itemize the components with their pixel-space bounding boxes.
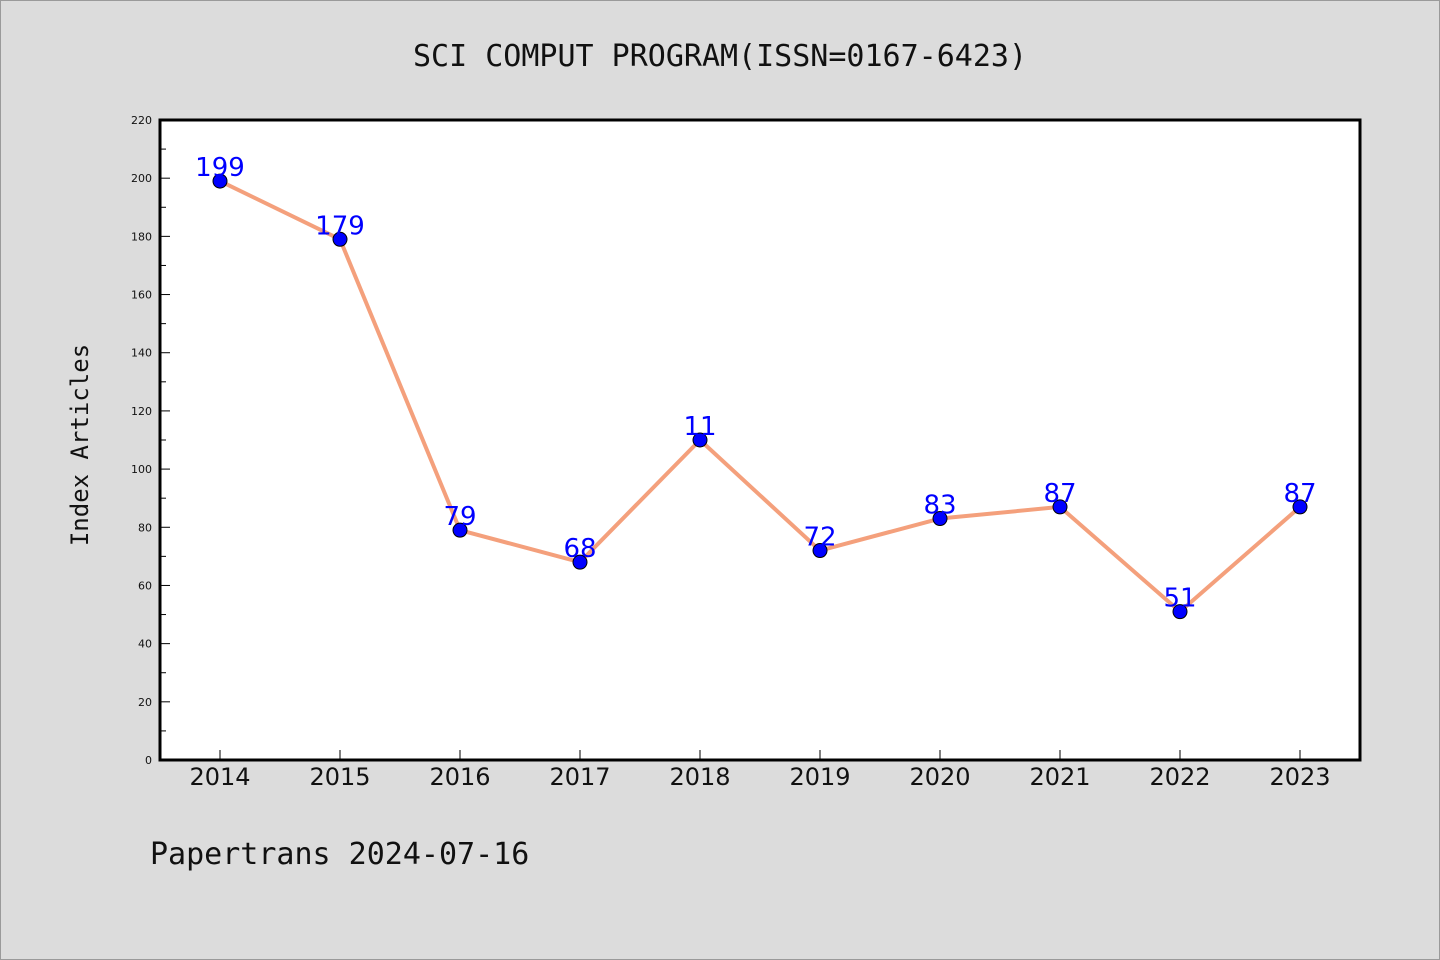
x-tick-label: 2020 [909, 763, 970, 791]
data-label-2023: 87 [1283, 479, 1316, 509]
plot-area [158, 118, 1362, 762]
data-label-2016: 79 [443, 502, 476, 532]
x-tick-label: 2023 [1269, 763, 1330, 791]
y-tick-label: 60 [138, 579, 152, 592]
data-point-2022 [1172, 604, 1188, 620]
y-tick-label: 0 [145, 754, 152, 767]
y-tick-label: 140 [131, 347, 152, 360]
x-tick-label: 2018 [669, 763, 730, 791]
y-tick-label: 120 [131, 405, 152, 418]
chart-title: SCI COMPUT PROGRAM(ISSN=0167-6423) [413, 39, 1027, 74]
series-line [219, 179, 1302, 614]
y-tick-label: 20 [138, 696, 152, 709]
data-label-2020: 83 [923, 491, 956, 521]
data-label-2021: 87 [1043, 479, 1076, 509]
data-label-2019: 72 [803, 523, 836, 553]
data-point-2017 [572, 554, 588, 570]
data-point-2016 [452, 522, 468, 538]
data-point-2021 [1052, 499, 1068, 515]
data-point-2018 [692, 432, 708, 448]
y-tick-label: 40 [138, 638, 152, 651]
data-labels: 199 179 79 68 11 72 83 87 51 87 [195, 153, 1316, 614]
data-label-2018: 11 [683, 412, 716, 442]
data-point-2023 [1292, 499, 1308, 515]
x-axis: 2014 2015 2016 2017 2018 2019 2020 2021 2022 2023 [189, 750, 1331, 791]
data-point-2019 [812, 543, 828, 559]
x-tick-label: 2015 [309, 763, 370, 791]
footer-text: Papertrans 2024-07-16 [150, 837, 529, 872]
y-axis-label: Index Articles [66, 344, 94, 546]
data-label-2015: 179 [315, 211, 365, 241]
x-tick-label: 2016 [429, 763, 490, 791]
y-tick-label: 100 [131, 463, 152, 476]
y-tick-label: 220 [131, 114, 152, 127]
y-tick-label: 200 [131, 172, 152, 185]
x-tick-label: 2021 [1029, 763, 1090, 791]
x-tick-label: 2022 [1149, 763, 1210, 791]
y-tick-label: 180 [131, 230, 152, 243]
y-axis: 0 20 40 60 80 100 120 140 160 180 200 220 [131, 114, 170, 767]
data-label-2017: 68 [563, 534, 596, 564]
x-tick-label: 2017 [549, 763, 610, 791]
data-point-2014 [212, 173, 228, 189]
data-point-2015 [332, 231, 348, 247]
y-tick-label: 160 [131, 289, 152, 302]
data-label-2014: 199 [195, 153, 245, 183]
y-tick-label: 80 [138, 521, 152, 534]
data-markers [212, 173, 1308, 620]
x-tick-label: 2019 [789, 763, 850, 791]
data-label-2022: 51 [1163, 584, 1196, 614]
x-tick-label: 2014 [189, 763, 250, 791]
data-point-2020 [932, 511, 948, 527]
